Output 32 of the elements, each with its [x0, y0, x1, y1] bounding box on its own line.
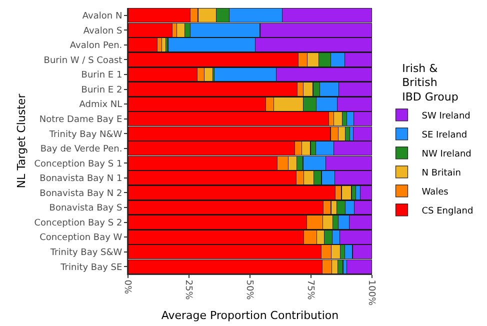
x-tick-label: 0%	[122, 280, 132, 295]
legend-label: N Britain	[422, 168, 461, 178]
legend-label: Wales	[422, 187, 449, 198]
x-axis-title: Average Proportion Contribution	[161, 309, 339, 322]
legend-label: SE Ireland	[422, 130, 468, 140]
y-tick-label: Burin W / S Coast	[44, 56, 123, 66]
y-tick-label: Burin E 2	[81, 85, 122, 96]
x-tick-label: 25%	[183, 280, 194, 300]
x-tick-label: 50%	[244, 280, 254, 300]
y-tick-label: Trinity Bay S&W	[49, 248, 122, 258]
y-axis-title: NL Target Cluster	[14, 93, 28, 188]
y-tick-label: Bay de Verde Pen.	[40, 144, 122, 155]
y-tick-label: Avalon S	[83, 26, 122, 36]
y-tick-label: Conception Bay W	[40, 233, 122, 244]
x-tick-label: 75%	[305, 280, 316, 300]
y-tick-label: Trinity Bay SE	[60, 262, 123, 273]
y-tick-label: Avalon Pen.	[70, 41, 122, 52]
y-tick-label: Trinity Bay N&W	[48, 130, 122, 140]
y-tick-label: Burin E 1	[81, 70, 122, 81]
legend-label: CS England	[422, 206, 474, 216]
y-tick-label: Admix NL	[79, 100, 122, 110]
legend-label: NW Ireland	[422, 149, 472, 160]
y-tick-label: Notre Dame Bay E	[39, 114, 123, 125]
y-tick-label: Conception Bay S 2	[34, 218, 122, 228]
y-tick-label: Avalon N	[82, 12, 122, 22]
x-tick-label: 100%	[366, 280, 376, 306]
y-tick-label: Conception Bay S 1	[34, 159, 122, 170]
legend-title: Irish & British IBD Group	[402, 62, 458, 104]
y-tick-label: Bonavista Bay S	[49, 204, 122, 214]
y-tick-label: Bonavista Bay N 2	[40, 188, 122, 199]
y-tick-label: Bonavista Bay N 1	[40, 174, 122, 184]
legend-label: SW Ireland	[422, 111, 470, 122]
